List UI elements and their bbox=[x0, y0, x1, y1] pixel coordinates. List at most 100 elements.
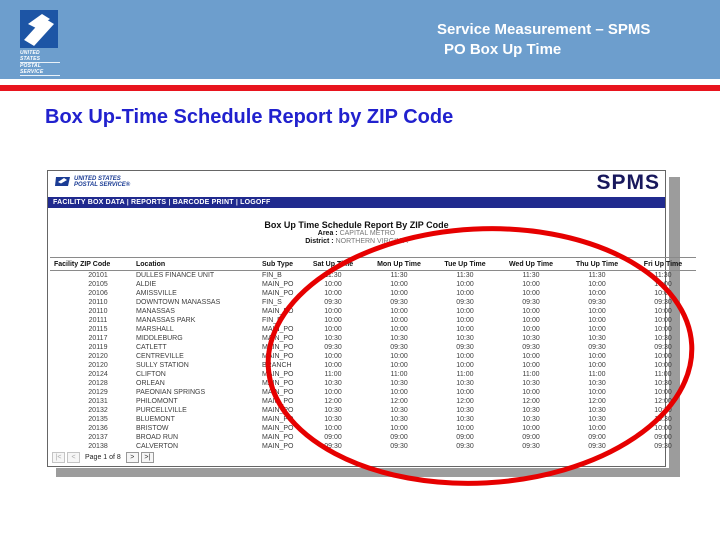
table-cell: 10:00 bbox=[522, 389, 540, 396]
table-cell: 11:00 bbox=[324, 371, 342, 378]
usps-logo: UNITED STATES POSTAL SERVICE bbox=[20, 10, 64, 76]
table-cell: 09:30 bbox=[324, 443, 342, 450]
table-cell: 10:00 bbox=[588, 290, 606, 297]
table-cell: 10:00 bbox=[456, 362, 474, 369]
table-cell: 10:00 bbox=[654, 308, 672, 315]
table-cell: 09:30 bbox=[522, 344, 540, 351]
table-row: 20119 CATLETT MAIN_PO 09:30 09:30 09:30 09:30 0… bbox=[50, 343, 696, 352]
table-cell: CATLETT bbox=[136, 344, 167, 351]
table-cell: 11:00 bbox=[522, 371, 540, 378]
next-page-button[interactable]: > bbox=[125, 452, 139, 463]
table-cell: MIDDLEBURG bbox=[136, 335, 183, 342]
table-cell: MAIN_PO bbox=[262, 434, 294, 441]
table-cell: 12:00 bbox=[324, 398, 342, 405]
window-shadow-bottom bbox=[56, 468, 680, 477]
table-cell: 11:00 bbox=[654, 371, 672, 378]
table-cell: DULLES FINANCE UNIT bbox=[136, 272, 215, 279]
table-cell: 09:30 bbox=[390, 299, 408, 306]
prev-page-button[interactable]: < bbox=[67, 452, 80, 463]
table-row: 20120 SULLY STATION BRANCH 10:00 10:00 10:00 1… bbox=[50, 361, 696, 370]
table-cell: 10:30 bbox=[456, 416, 474, 423]
table-row: 20106 AMISSVILLE MAIN_PO 10:00 10:00 10:00 10:… bbox=[50, 289, 696, 298]
table-cell: BROAD RUN bbox=[136, 434, 179, 441]
table-cell: MAIN_PO bbox=[262, 308, 294, 315]
table-cell: 10:00 bbox=[456, 281, 474, 288]
table-cell: BRANCH bbox=[262, 362, 292, 369]
table-row: 20120 CENTREVILLE MAIN_PO 10:00 10:00 10:00 10… bbox=[50, 352, 696, 361]
table-cell: 20131 bbox=[88, 398, 108, 405]
table-cell: 10:30 bbox=[654, 380, 672, 387]
last-page-button[interactable]: >| bbox=[140, 452, 154, 463]
table-cell: 10:00 bbox=[390, 290, 408, 297]
district-label: District : bbox=[305, 238, 334, 245]
table-cell: 10:00 bbox=[588, 362, 606, 369]
table-cell: 20117 bbox=[88, 335, 108, 342]
table-cell: 10:00 bbox=[654, 326, 672, 333]
table-cell: 10:30 bbox=[324, 416, 342, 423]
table-header-row: Facility ZIP Code Location Sub Type Sat Up … bbox=[50, 257, 696, 271]
nav-item-facility-box-data[interactable]: FACILITY BOX DATA bbox=[53, 199, 125, 206]
table-cell: 10:00 bbox=[654, 425, 672, 432]
table-cell: 10:00 bbox=[456, 389, 474, 396]
table-cell: 10:30 bbox=[522, 380, 540, 387]
nav-item-barcode-print[interactable]: BARCODE PRINT bbox=[172, 199, 234, 206]
usps-logo-line2: POSTAL SERVICE bbox=[20, 63, 60, 76]
table-cell: 12:00 bbox=[522, 398, 540, 405]
nav-item-reports[interactable]: REPORTS bbox=[131, 199, 167, 206]
table-cell: 10:00 bbox=[522, 281, 540, 288]
table-cell: FIN_B bbox=[262, 317, 282, 324]
table-cell: 20101 bbox=[88, 272, 108, 279]
table-cell: 09:30 bbox=[588, 299, 606, 306]
table-cell: MAIN_PO bbox=[262, 443, 294, 450]
table-cell: MAIN_PO bbox=[262, 407, 294, 414]
table-cell: 20135 bbox=[88, 416, 108, 423]
table-cell: 10:30 bbox=[390, 416, 408, 423]
table-cell: MAIN_PO bbox=[262, 398, 294, 405]
table-cell: 10:00 bbox=[324, 389, 342, 396]
area-label: Area : bbox=[317, 230, 338, 237]
table-cell: 11:30 bbox=[522, 272, 540, 279]
table-cell: 10:30 bbox=[324, 335, 342, 342]
table-cell: ALDIE bbox=[136, 281, 157, 288]
table-cell: MAIN_PO bbox=[262, 389, 294, 396]
table-cell: 10:00 bbox=[522, 425, 540, 432]
table-cell: 10:30 bbox=[522, 407, 540, 414]
table-cell: 10:00 bbox=[456, 425, 474, 432]
usps-wordmark-line1: UNITED STATES bbox=[74, 176, 121, 182]
table-row: 20117 MIDDLEBURG MAIN_PO 10:30 10:30 10:30 10:… bbox=[50, 334, 696, 343]
usps-wordmark-line2: POSTAL SERVICE® bbox=[74, 182, 131, 188]
district-value: NORTHERN VIRGINIA bbox=[335, 238, 408, 245]
table-cell: 10:00 bbox=[654, 281, 672, 288]
table-cell: 10:30 bbox=[324, 380, 342, 387]
column-header: Facility ZIP Code bbox=[50, 257, 134, 271]
table-cell: 09:30 bbox=[654, 443, 672, 450]
table-cell: PURCELLVILLE bbox=[136, 407, 187, 414]
table-cell: 09:30 bbox=[522, 443, 540, 450]
table-cell: 11:30 bbox=[588, 272, 606, 279]
spms-window: UNITED STATES POSTAL SERVICE® SPMS FACIL… bbox=[47, 170, 696, 467]
table-cell: CLIFTON bbox=[136, 371, 166, 378]
table-cell: 10:00 bbox=[588, 389, 606, 396]
table-cell: 20119 bbox=[88, 344, 108, 351]
table-row: 20129 PAEONIAN SPRINGS MAIN_PO 10:00 10:00 10… bbox=[50, 388, 696, 397]
table-cell: 11:30 bbox=[324, 272, 342, 279]
table-cell: 09:30 bbox=[456, 344, 474, 351]
table-cell: 10:00 bbox=[390, 326, 408, 333]
table-cell: MANASSAS PARK bbox=[136, 317, 196, 324]
table-cell: 10:00 bbox=[654, 353, 672, 360]
usps-logo-text: UNITED STATES POSTAL SERVICE bbox=[20, 50, 60, 76]
table-cell: CENTREVILLE bbox=[136, 353, 184, 360]
table-cell: 10:30 bbox=[522, 416, 540, 423]
table-row: 20105 ALDIE MAIN_PO 10:00 10:00 10:00 10:00 10:… bbox=[50, 280, 696, 289]
first-page-button[interactable]: |< bbox=[52, 452, 65, 463]
table-cell: 10:30 bbox=[390, 335, 408, 342]
column-header: Tue Up Time bbox=[432, 257, 498, 271]
table-cell: 10:00 bbox=[390, 362, 408, 369]
header-band: UNITED STATES POSTAL SERVICE Service Mea… bbox=[0, 0, 720, 79]
table-cell: 09:00 bbox=[588, 434, 606, 441]
table-cell: FIN_S bbox=[262, 299, 282, 306]
nav-item-logoff[interactable]: LOGOFF bbox=[240, 199, 271, 206]
table-cell: 10:30 bbox=[456, 335, 474, 342]
table-cell: MANASSAS bbox=[136, 308, 175, 315]
column-header: Sat Up Time bbox=[300, 257, 366, 271]
